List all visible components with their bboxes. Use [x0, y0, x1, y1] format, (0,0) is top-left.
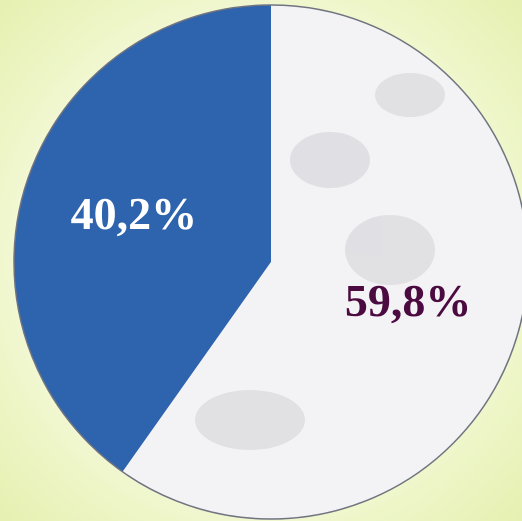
- crater: [195, 390, 305, 450]
- labels: 40,2% 59,8%: [71, 188, 472, 326]
- crater: [345, 215, 435, 285]
- slice-label: 40,2%: [71, 188, 198, 239]
- pie-slice: [122, 5, 522, 519]
- crater: [375, 73, 445, 117]
- crater: [290, 132, 370, 188]
- slice-label: 59,8%: [345, 275, 472, 326]
- pie-outline: [13, 4, 522, 520]
- pie-slice: [13, 4, 271, 472]
- slices: [13, 4, 522, 519]
- moon-texture: [195, 73, 445, 450]
